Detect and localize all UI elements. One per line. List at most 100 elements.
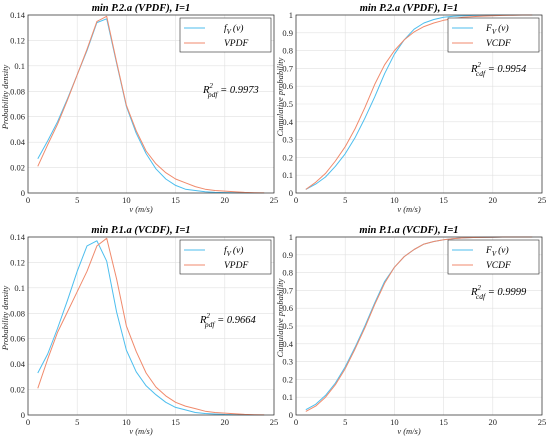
chart-cdf-bottom: min P.1.a (VCDF), I=1 0 0.1 0.2 0.3 0.4 0.5 0.… bbox=[275, 225, 546, 436]
legend: fV (v) VPDF bbox=[179, 239, 272, 275]
y-tick-label: 0.3 bbox=[282, 357, 293, 367]
x-tick-label: 5 bbox=[75, 417, 79, 427]
y-tick-label: 0.06 bbox=[10, 334, 25, 344]
legend-box bbox=[179, 17, 272, 53]
y-axis-label: Probability density bbox=[0, 285, 10, 351]
y-tick-labels: 0 0.02 0.04 0.06 0.08 0.1 0.12 0.14 bbox=[10, 10, 26, 198]
y-tick-label: 0.6 bbox=[282, 81, 293, 91]
x-tick-label: 5 bbox=[75, 195, 79, 205]
y-tick-label: 0.12 bbox=[10, 35, 25, 45]
chart-pdf-top: min P.2.a (VPDF), I=1 00.020.040.060.080… bbox=[0, 3, 278, 214]
y-tick-label: 0.14 bbox=[10, 232, 26, 242]
y-tick-label: 0.1 bbox=[282, 392, 293, 402]
x-axis-label: v (m/s) bbox=[129, 204, 153, 214]
x-tick-labels: 0 5 10 15 20 25 bbox=[294, 417, 546, 427]
legend-label-series2: VCDF bbox=[486, 39, 511, 49]
chart-title: min P.2.a (VPDF), I=1 bbox=[360, 3, 459, 14]
x-tick-label: 15 bbox=[439, 417, 448, 427]
x-tick-label: 5 bbox=[343, 195, 347, 205]
y-tick-labels: 0 0.1 0.2 0.3 0.4 0.5 0.6 0.7 0.8 0.9 1 bbox=[282, 232, 293, 420]
y-tick-label: 0 bbox=[289, 410, 293, 420]
legend-label-series2: VCDF bbox=[486, 261, 511, 271]
y-tick-label: 0.12 bbox=[10, 257, 25, 267]
r-squared-annotation: R2 cdf = 0.9954 bbox=[470, 61, 527, 78]
y-tick-label: 0.5 bbox=[282, 99, 293, 109]
y-tick-label: 0.04 bbox=[10, 359, 26, 369]
x-tick-label: 0 bbox=[294, 195, 298, 205]
y-axis-label: Cumulative probability bbox=[275, 57, 285, 136]
y-axis-label: Cumulative probability bbox=[275, 278, 285, 357]
chart-title: min P.1.a (VCDF), I=1 bbox=[359, 225, 458, 236]
series-2-line bbox=[305, 14, 533, 190]
axes-frame bbox=[295, 14, 543, 194]
y-tick-label: 0.02 bbox=[10, 385, 25, 395]
x-tick-label: 10 bbox=[390, 417, 399, 427]
y-tick-label: 0.1 bbox=[14, 61, 25, 71]
y-tick-label: 0 bbox=[289, 188, 293, 198]
y-tick-labels: 0 0.02 0.04 0.06 0.08 0.1 0.12 0.14 bbox=[10, 232, 26, 420]
x-tick-label: 10 bbox=[122, 417, 131, 427]
y-tick-label: 0.06 bbox=[10, 112, 25, 122]
y-tick-label: 0.04 bbox=[10, 137, 26, 147]
y-axis-label: Probability density bbox=[0, 64, 10, 130]
axes-box bbox=[295, 14, 543, 194]
legend: fV (v) VPDF bbox=[179, 17, 272, 53]
legend-box bbox=[447, 17, 540, 53]
axes-box bbox=[295, 236, 543, 416]
x-tick-label: 0 bbox=[26, 417, 30, 427]
x-axis-label: v (m/s) bbox=[397, 426, 421, 436]
legend-label-series2: VPDF bbox=[224, 261, 248, 271]
x-tick-label: 0 bbox=[26, 195, 30, 205]
y-tick-label: 0.6 bbox=[282, 303, 293, 313]
x-axis-label: v (m/s) bbox=[397, 204, 421, 214]
y-tick-label: 0.8 bbox=[282, 268, 293, 278]
y-tick-label: 0.1 bbox=[14, 283, 25, 293]
x-axis-label: v (m/s) bbox=[129, 426, 153, 436]
x-tick-label: 20 bbox=[489, 417, 498, 427]
x-tick-label: 20 bbox=[221, 195, 230, 205]
x-tick-label: 0 bbox=[294, 417, 298, 427]
y-tick-label: 0.14 bbox=[10, 10, 26, 20]
chart-cdf-top: min P.2.a (VPDF), I=1 0 0.1 0.2 0.3 0.4 0.5 0.… bbox=[275, 3, 546, 214]
chart-title: min P.2.a (VPDF), I=1 bbox=[92, 3, 191, 14]
axes-frame bbox=[27, 236, 275, 416]
y-tick-label: 0.8 bbox=[282, 46, 293, 56]
legend-label-series1: FV (v) bbox=[485, 23, 509, 36]
y-tick-label: 0.9 bbox=[282, 28, 293, 38]
y-tick-label: 0.7 bbox=[282, 285, 293, 295]
x-tick-label: 15 bbox=[171, 195, 180, 205]
y-tick-label: 0.08 bbox=[10, 86, 25, 96]
y-tick-label: 1 bbox=[289, 10, 293, 20]
chart-pdf-bottom: min P.1.a (VCDF), I=1 00.020.040.060.080… bbox=[0, 225, 278, 436]
x-tick-label: 15 bbox=[171, 417, 180, 427]
y-tick-label: 0.2 bbox=[282, 374, 293, 384]
y-tick-label: 0.3 bbox=[282, 135, 293, 145]
x-tick-label: 10 bbox=[390, 195, 399, 205]
y-tick-label: 0.02 bbox=[10, 163, 25, 173]
axes-frame bbox=[27, 14, 275, 194]
series-2-line bbox=[37, 15, 265, 194]
axes-frame bbox=[295, 236, 543, 416]
x-tick-label: 25 bbox=[538, 195, 547, 205]
legend-box bbox=[447, 239, 540, 275]
x-tick-labels: 0 5 10 15 20 25 bbox=[294, 195, 546, 205]
x-tick-label: 20 bbox=[221, 417, 230, 427]
x-tick-label: 25 bbox=[538, 417, 547, 427]
y-tick-label: 0.1 bbox=[282, 170, 293, 180]
series-lines bbox=[37, 15, 265, 194]
y-tick-label: 0.9 bbox=[282, 250, 293, 260]
legend-box bbox=[179, 239, 272, 275]
r-squared-annotation: R2 pdf = 0.9664 bbox=[199, 312, 256, 329]
series-lines bbox=[37, 237, 265, 416]
axes-box bbox=[27, 14, 275, 194]
series-1-line bbox=[37, 240, 265, 416]
y-tick-label: 0.5 bbox=[282, 321, 293, 331]
legend: FV (v) VCDF bbox=[447, 17, 540, 53]
y-tick-label: 0 bbox=[21, 188, 25, 198]
x-tick-label: 20 bbox=[489, 195, 498, 205]
axes-box bbox=[27, 236, 275, 416]
y-tick-label: 0.4 bbox=[282, 117, 293, 127]
r-squared-annotation: R2 pdf = 0.9973 bbox=[202, 82, 259, 99]
y-tick-label: 0.2 bbox=[282, 152, 293, 162]
